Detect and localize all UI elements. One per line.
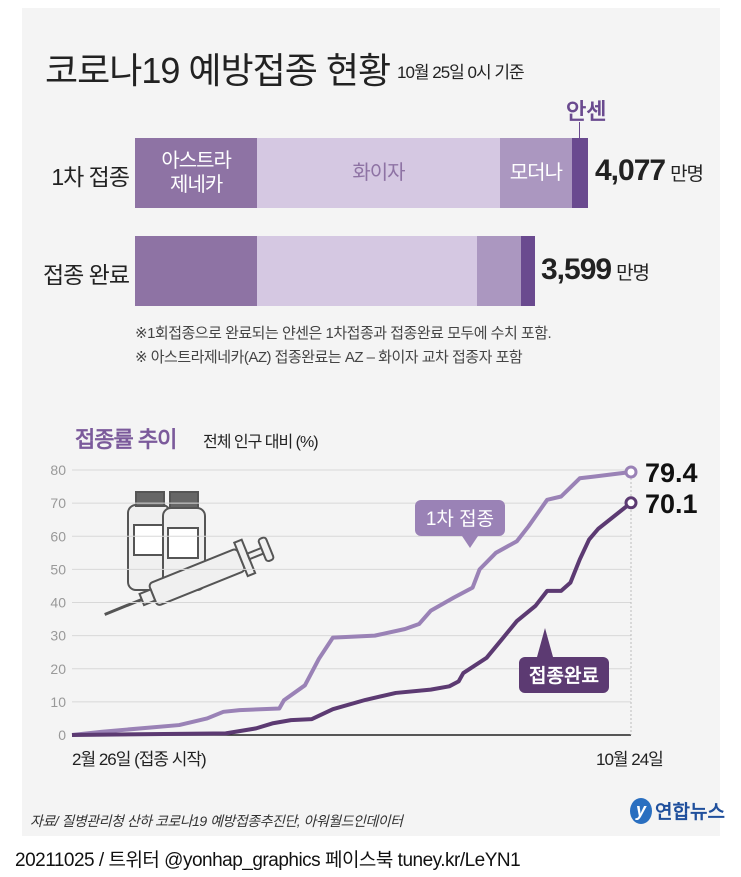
logo-mark-icon: y xyxy=(630,797,652,824)
y-tick-label: 0 xyxy=(58,727,66,743)
janssen-leader-line xyxy=(579,122,580,138)
completed-total: 3,599 만명 xyxy=(541,253,650,287)
series-line-completed xyxy=(71,501,633,737)
bar-segment-moderna xyxy=(477,236,521,306)
series-callout-completed: 접종완료 xyxy=(519,628,609,693)
note-janssen: ※1회접종으로 완료되는 얀센은 1차접종과 접종완료 모두에 수치 포함. xyxy=(135,325,552,342)
series-end-label: 79.4 xyxy=(645,458,698,488)
bar-segment-az xyxy=(135,236,257,306)
callout-label: 접종완료 xyxy=(529,665,599,687)
chart-title: 접종률 추이 xyxy=(75,427,177,452)
bar-segment-pfizer: 화이자 xyxy=(257,138,500,208)
note-az: ※ 아스트라제네카(AZ) 접종완료는 AZ – 화이자 교차 접종자 포함 xyxy=(135,349,523,366)
y-tick-label: 50 xyxy=(50,561,66,577)
callout-pointer xyxy=(537,628,553,657)
source-note: 자료/ 질병관리청 산하 코로나19 예방접종추진단, 아워월드인데이터 xyxy=(30,813,403,829)
completed-total-value: 3,599 xyxy=(541,253,612,286)
footer-credit: 20211025 / 트위터 @yonhap_graphics 페이스북 tun… xyxy=(15,850,521,871)
page-subtitle: 10월 25일 0시 기준 xyxy=(397,63,525,82)
vaccine-illustration-icon xyxy=(104,491,275,616)
first-dose-total-value: 4,077 xyxy=(595,154,666,187)
y-tick-label: 60 xyxy=(50,528,66,544)
bar-segment-janssen xyxy=(572,138,588,208)
row-label-first-dose: 1차 접종 xyxy=(51,164,130,190)
first-dose-unit: 만명 xyxy=(670,164,704,185)
janssen-label: 안센 xyxy=(566,99,607,124)
y-tick-label: 30 xyxy=(50,628,66,644)
callout-pointer xyxy=(462,536,478,548)
yonhap-logo: y 연합뉴스 xyxy=(630,797,725,824)
callout-box xyxy=(519,657,609,693)
first-dose-total: 4,077 만명 xyxy=(595,154,704,188)
y-tick-label: 40 xyxy=(50,595,66,611)
series-end-marker xyxy=(624,496,638,510)
bar-segment-pfizer xyxy=(257,236,477,306)
x-tick-start: 2월 26일 (접종 시작) xyxy=(72,750,207,769)
completed-unit: 만명 xyxy=(616,263,650,284)
y-tick-label: 10 xyxy=(50,694,66,710)
chart-subtitle: 전체 인구 대비 (%) xyxy=(203,434,319,451)
y-tick-label: 80 xyxy=(50,462,66,478)
bar-segment-janssen xyxy=(521,236,535,306)
y-tick-label: 70 xyxy=(50,495,66,511)
first-dose-bar: 아스트라 제네카 화이자 모더나 xyxy=(135,138,588,208)
bar-segment-moderna: 모더나 xyxy=(499,138,573,208)
series-callout-first-dose: 1차 접종 xyxy=(415,500,505,548)
logo-text: 연합뉴스 xyxy=(655,802,725,823)
bar-segment-az: 아스트라 제네카 xyxy=(135,138,258,208)
series-line-first-dose xyxy=(71,470,632,737)
page-title: 코로나19 예방접종 현황 xyxy=(45,50,391,91)
series-end-label: 70.1 xyxy=(645,489,698,519)
row-label-completed: 접종 완료 xyxy=(42,262,130,288)
callout-box xyxy=(415,500,505,536)
completed-bar xyxy=(135,236,535,306)
y-tick-label: 20 xyxy=(50,661,66,677)
callout-label: 1차 접종 xyxy=(426,508,494,530)
x-tick-end: 10월 24일 xyxy=(596,750,664,769)
series-end-marker xyxy=(624,465,638,479)
